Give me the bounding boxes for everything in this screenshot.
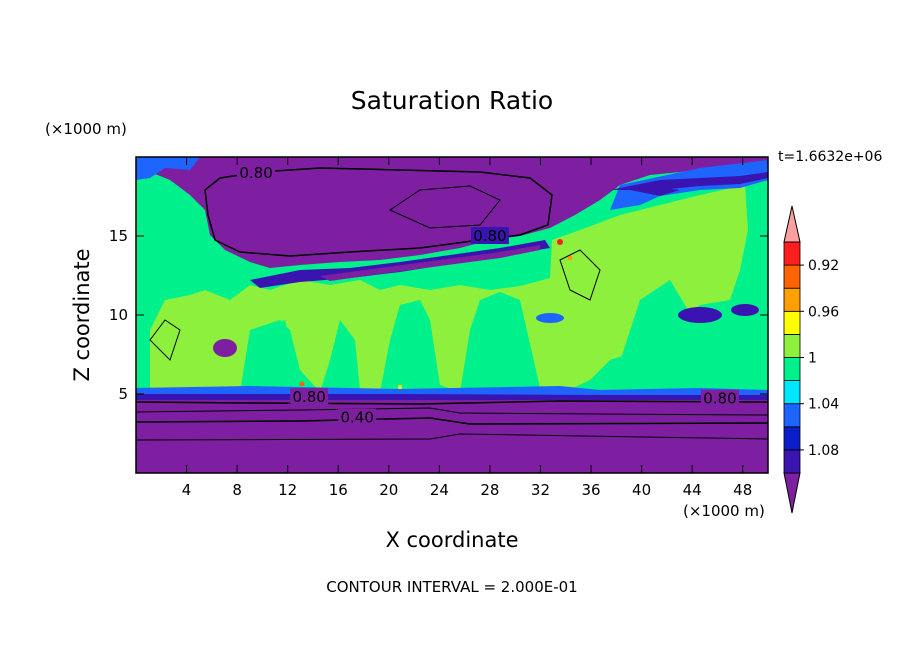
colorbar-swatch [783,403,801,428]
x-axis-label: X coordinate [385,528,519,552]
contour-label: 0.80 [292,388,325,406]
contour-label-bg [700,389,739,407]
contour-interval-note: CONTOUR INTERVAL = 2.000E-01 [326,578,578,596]
upper-band-0-92 [610,172,768,196]
colorbar-swatch [783,449,801,474]
x-tick-label: 40 [632,481,651,499]
colorbar-swatch [783,357,801,382]
x-tick-label: 8 [232,481,242,499]
supersat-spot [398,385,402,389]
colorbar-label: 1.08 [808,443,839,459]
colorbar-low-arrow [783,472,801,514]
dry-pocket [213,339,237,357]
contour-label-bg [470,227,509,244]
dry-pocket [678,307,722,323]
supersat-spot [299,381,305,387]
contour-label-bg [237,163,276,181]
supersat-spot [557,239,563,245]
colorbar-swatch [783,241,801,266]
upper-dry-anvil [136,157,768,268]
y-tick-label: 5 [118,385,128,403]
contour-label: 0.40 [340,409,373,427]
colorbar-label: 0.92 [808,258,839,274]
colorbar-swatch [783,426,801,451]
contour-label: 0.80 [703,390,736,408]
x-tick-label: 36 [581,481,600,499]
x-tick-label: 4 [182,481,192,499]
colorbar-label: 1.04 [808,397,839,413]
upper-band-0-96 [136,157,768,210]
dry-filament-core [320,245,540,281]
x-tick-label: 32 [531,481,550,499]
x-tick-label: 48 [733,481,752,499]
contour-label-bg [338,408,377,426]
supersat-spot [567,255,573,261]
y-tick-label: 10 [109,306,128,324]
colorbar-swatch [783,380,801,405]
region-1-02 [150,185,748,392]
colorbar-swatch [783,310,801,335]
colorbar-swatch [783,287,801,312]
x-unit-label: (×1000 m) [683,502,765,520]
x-axis: 4 8 12 16 20 24 28 32 36 40 44 48 [182,157,752,499]
contour-label: 0.80 [473,227,506,245]
time-label: t=1.6632e+06 [778,149,883,165]
y-axis-label: Z coordinate [70,248,94,382]
dry-pocket [536,313,564,323]
y-tick-label: 15 [109,227,128,245]
x-tick-label: 20 [379,481,398,499]
colorbar-label: 0.96 [808,304,839,320]
contour-labels: 0.80 0.80 0.80 0.80 0.40 [237,163,739,427]
y-axis: 5 10 15 [109,227,768,403]
x-tick-label: 28 [480,481,499,499]
colorbar-swatch [783,333,801,358]
x-tick-label: 12 [278,481,297,499]
colorbar-swatch [783,264,801,289]
chart-title: Saturation Ratio [350,86,554,115]
colorbar-high-arrow [783,205,801,243]
contour-field [136,157,768,473]
contour-label-bg [290,388,329,406]
lower-dry-layer [136,392,768,473]
colorbar-label: 1 [808,351,817,367]
y-unit-label: (×1000 m) [45,120,127,138]
dry-pocket [731,304,759,316]
colorbar: 1.08 1.04 1 0.96 0.92 [783,205,839,514]
x-tick-label: 24 [430,481,449,499]
x-tick-label: 16 [329,481,348,499]
contour-lines [136,167,768,441]
contour-label: 0.80 [239,164,272,182]
x-tick-label: 44 [683,481,702,499]
region-1-00-wedge [248,280,720,392]
